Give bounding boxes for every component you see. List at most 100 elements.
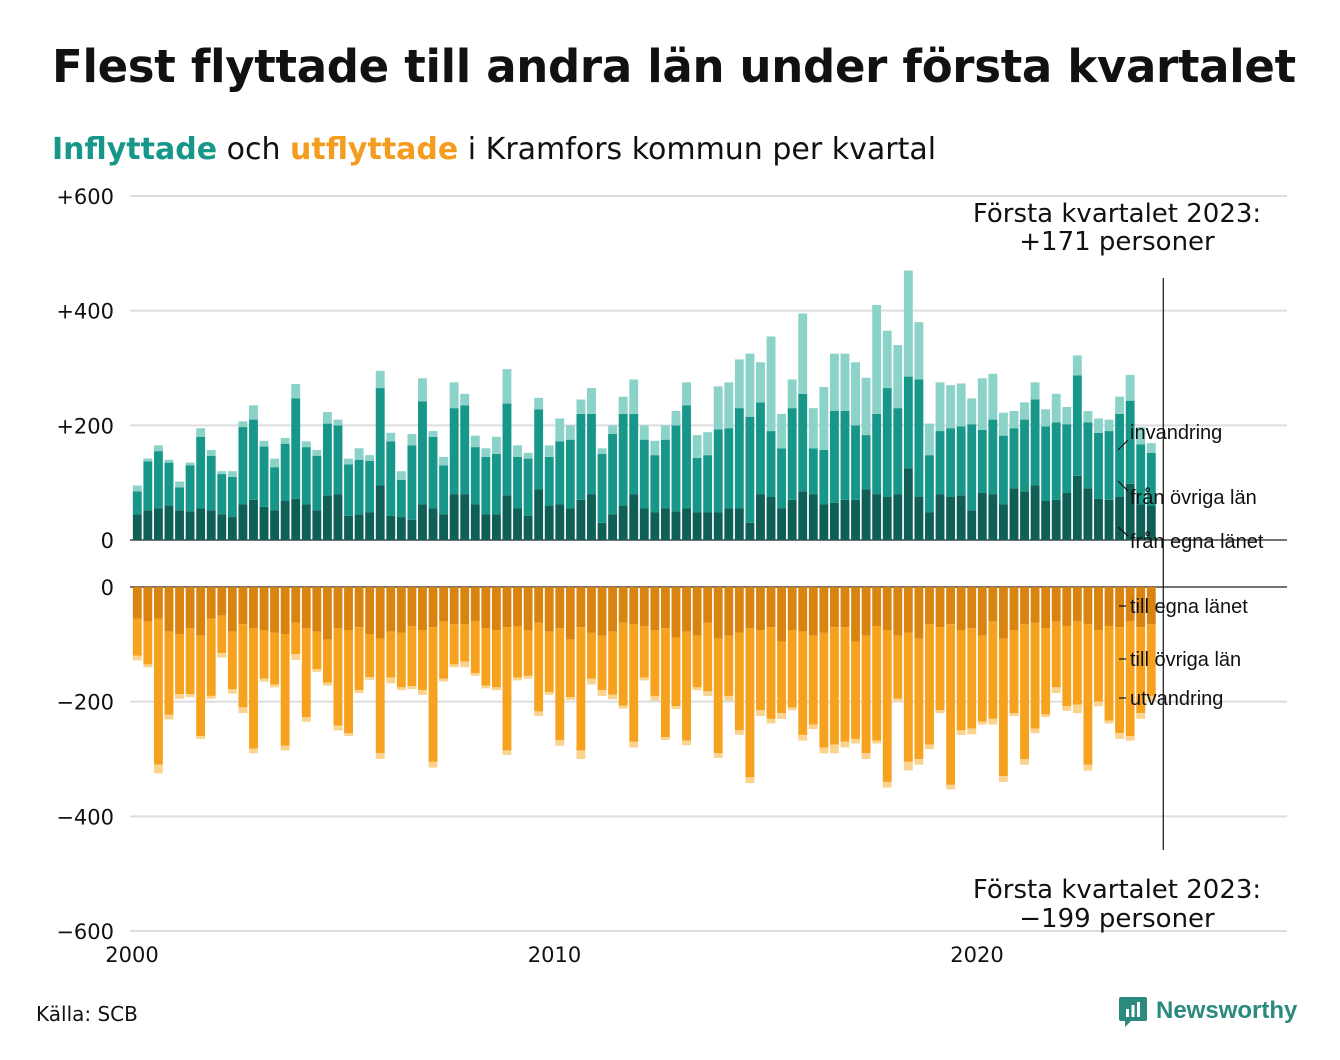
- bar-in-invandring: [967, 398, 977, 425]
- bar-in-invandring: [322, 412, 332, 424]
- bar-in-egna-lanet: [1083, 488, 1093, 540]
- bar-ut-ovriga-lan: [132, 618, 142, 656]
- bar-in-ovriga-lan: [1009, 428, 1019, 489]
- bar-in-ovriga-lan: [153, 451, 163, 509]
- bar-ut-egna-lanet: [534, 587, 544, 623]
- bar-in-egna-lanet: [375, 485, 385, 540]
- bar-ut-utvandring: [1104, 720, 1114, 724]
- bar-ut-ovriga-lan: [322, 639, 332, 683]
- bar-ut-utvandring: [375, 753, 385, 759]
- bar-in-invandring: [513, 445, 522, 457]
- bar-in-invandring: [249, 405, 258, 420]
- bar-in-ovriga-lan: [914, 379, 924, 497]
- bar-ut-ovriga-lan: [196, 635, 206, 737]
- bar-ut-ovriga-lan: [872, 625, 882, 741]
- bar-ut-ovriga-lan: [375, 638, 385, 754]
- bar-in-ovriga-lan: [449, 408, 459, 495]
- bar-in-ovriga-lan: [534, 409, 544, 490]
- bar-in-ovriga-lan: [1104, 431, 1114, 500]
- bar-in-ovriga-lan: [861, 435, 871, 490]
- bar-in-invandring: [196, 428, 206, 437]
- bar-in-invandring: [1115, 396, 1125, 414]
- bar-in-egna-lanet: [660, 508, 670, 540]
- bar-in-egna-lanet: [365, 512, 375, 540]
- bar-ut-utvandring: [354, 690, 364, 694]
- bar-in-egna-lanet: [164, 505, 174, 540]
- bar-ut-utvandring: [1062, 706, 1072, 711]
- bar-in-ovriga-lan: [967, 424, 977, 511]
- bar-in-ovriga-lan: [217, 474, 227, 515]
- bar-ut-egna-lanet: [1125, 587, 1135, 622]
- bar-in-ovriga-lan: [175, 487, 184, 511]
- bar-in-invandring: [1072, 355, 1082, 376]
- bar-ut-ovriga-lan: [1051, 621, 1061, 688]
- bar-in-egna-lanet: [808, 494, 818, 540]
- bar-ut-ovriga-lan: [333, 628, 343, 726]
- bar-in-invandring: [608, 425, 618, 434]
- bar-ut-utvandring: [153, 764, 163, 774]
- bar-ut-utvandring: [587, 678, 596, 685]
- bar-in-invandring: [544, 445, 554, 457]
- bar-ut-ovriga-lan: [618, 622, 628, 706]
- bar-ut-egna-lanet: [544, 587, 554, 632]
- bar-in-ovriga-lan: [798, 393, 808, 492]
- bar-ut-egna-lanet: [481, 587, 491, 629]
- bar-ut-utvandring: [819, 747, 829, 754]
- bar-in-invandring: [903, 270, 913, 377]
- bar-ut-egna-lanet: [713, 587, 723, 639]
- series-label: invandring: [1130, 422, 1222, 444]
- bar-in-egna-lanet: [682, 508, 691, 540]
- bar-ut-utvandring: [143, 664, 153, 668]
- series-label: till övriga län: [1130, 649, 1241, 671]
- bar-in-ovriga-lan: [639, 439, 649, 509]
- bar-in-invandring: [925, 423, 934, 456]
- bar-in-invandring: [386, 432, 396, 442]
- bar-ut-egna-lanet: [270, 587, 280, 633]
- bar-ut-egna-lanet: [903, 587, 913, 633]
- bar-in-invandring: [808, 408, 818, 449]
- bar-ut-utvandring: [977, 721, 987, 725]
- bar-ut-utvandring: [734, 730, 744, 735]
- bar-in-invandring: [418, 378, 427, 402]
- bar-ut-utvandring: [428, 761, 438, 768]
- bar-in-invandring: [1030, 382, 1040, 400]
- bar-ut-ovriga-lan: [1062, 625, 1072, 707]
- subtitle-rest: i Kramfors kommun per kvartal: [458, 132, 937, 167]
- bar-ut-ovriga-lan: [565, 639, 575, 698]
- bar-ut-ovriga-lan: [777, 641, 787, 714]
- bar-in-ovriga-lan: [587, 413, 596, 495]
- series-labels: Första kvartalet 2023:+171 personerFörst…: [973, 199, 1264, 934]
- bar-ut-ovriga-lan: [312, 631, 322, 669]
- bar-in-egna-lanet: [766, 497, 776, 540]
- bar-ut-ovriga-lan: [914, 638, 924, 759]
- bar-ut-utvandring: [502, 750, 512, 755]
- bar-in-invandring: [439, 456, 449, 466]
- bar-in-ovriga-lan: [935, 431, 945, 495]
- bar-in-invandring: [449, 382, 459, 409]
- bar-in-invandring: [756, 362, 765, 403]
- bar-in-ovriga-lan: [629, 413, 639, 495]
- bar-ut-utvandring: [185, 694, 195, 698]
- bar-ut-egna-lanet: [998, 587, 1008, 639]
- bar-in-ovriga-lan: [903, 376, 913, 469]
- bar-in-invandring: [851, 362, 860, 426]
- bar-ut-egna-lanet: [1072, 587, 1082, 622]
- bar-in-ovriga-lan: [840, 411, 850, 500]
- bar-in-invandring: [301, 441, 311, 448]
- bar-in-invandring: [502, 369, 512, 404]
- bar-ut-utvandring: [703, 691, 713, 696]
- bar-in-ovriga-lan: [407, 445, 417, 520]
- bar-ut-ovriga-lan: [143, 621, 153, 665]
- bar-in-ovriga-lan: [238, 427, 248, 505]
- bar-in-invandring: [185, 462, 195, 466]
- bar-in-egna-lanet: [449, 494, 459, 540]
- bar-ut-egna-lanet: [756, 587, 765, 630]
- bar-in-ovriga-lan: [882, 388, 892, 497]
- bar-in-invandring: [639, 425, 649, 440]
- bar-ut-utvandring: [470, 673, 480, 676]
- bar-ut-egna-lanet: [819, 587, 829, 633]
- bar-in-egna-lanet: [618, 505, 628, 540]
- bar-ut-utvandring: [1041, 714, 1051, 718]
- bar-ut-ovriga-lan: [1146, 624, 1156, 696]
- series-label: från övriga län: [1130, 487, 1257, 509]
